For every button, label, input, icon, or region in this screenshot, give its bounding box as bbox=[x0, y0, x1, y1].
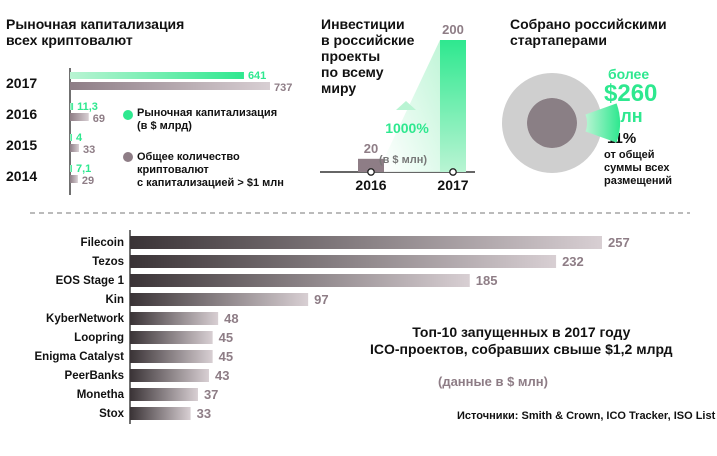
share-label-line3: размещений bbox=[604, 175, 672, 187]
growth-label: 1000% bbox=[385, 120, 429, 136]
legend-mauve-line3: с капитализацией > $1 млн bbox=[137, 177, 284, 189]
panel2-title-line2: в российские bbox=[321, 32, 415, 48]
ico-value-label: 97 bbox=[314, 292, 328, 307]
ico-project-label: Tezos bbox=[92, 256, 124, 268]
invest-axis-marker bbox=[449, 168, 457, 176]
coin-count-value-label: 69 bbox=[93, 113, 105, 125]
panel3-title: Собрано российскими стартаперами bbox=[510, 16, 667, 48]
legend-mauve: Общее количество криптовалют с капитализ… bbox=[137, 151, 284, 190]
ico-caption-line1: Топ-10 запущенных в 2017 году bbox=[412, 324, 631, 340]
ico-value-label: 33 bbox=[197, 406, 211, 421]
invest-value-label: 20 bbox=[364, 141, 378, 156]
coin-count-bar bbox=[70, 113, 89, 121]
ico-caption-line2: ICO-проектов, собравших свыше $1,2 млрд bbox=[370, 341, 673, 357]
legend-mauve-line1: Общее количество bbox=[137, 151, 240, 163]
ico-bar bbox=[130, 236, 602, 249]
share-label-line1: от общей bbox=[604, 149, 655, 161]
source-note: Источники: Smith & Crown, ICO Tracker, I… bbox=[457, 410, 716, 422]
ico-project-label: EOS Stage 1 bbox=[56, 275, 125, 287]
panel2-title-line1: Инвестиции bbox=[321, 16, 405, 32]
ico-unit-label: (данные в $ млн) bbox=[438, 374, 548, 389]
ico-project-label: Kin bbox=[105, 294, 124, 306]
ico-bar bbox=[130, 388, 198, 401]
market-cap-bar bbox=[70, 165, 72, 172]
ico-bar bbox=[130, 407, 191, 420]
ico-value-label: 257 bbox=[608, 235, 630, 250]
coin-count-value-label: 29 bbox=[82, 175, 94, 187]
coin-count-bar bbox=[70, 175, 78, 183]
ico-project-label: Loopring bbox=[74, 332, 124, 344]
ico-value-label: 43 bbox=[215, 368, 229, 383]
ico-value-label: 45 bbox=[219, 349, 233, 364]
ico-project-label: Monetha bbox=[77, 389, 125, 401]
ico-value-label: 232 bbox=[562, 254, 584, 269]
ico-project-label: KyberNetwork bbox=[46, 313, 125, 325]
ico-value-label: 37 bbox=[204, 387, 218, 402]
panel3-title-line2: стартаперами bbox=[510, 32, 607, 48]
panel2-title-line3: проекты bbox=[321, 48, 381, 64]
coin-count-bar bbox=[70, 144, 79, 152]
market-cap-value-label: 4 bbox=[76, 132, 83, 144]
coin-count-bar bbox=[70, 82, 270, 90]
market-cap-year-label: 2015 bbox=[6, 137, 37, 153]
invest-unit-label: (в $ млн) bbox=[379, 154, 427, 166]
market-cap-bar bbox=[70, 103, 74, 110]
legend-green-marker bbox=[123, 110, 133, 120]
ico-value-label: 45 bbox=[219, 330, 233, 345]
ico-bar bbox=[130, 274, 470, 287]
panel1-title-line2: всех криптовалют bbox=[6, 32, 133, 48]
share-label: от общей суммы всех размещений bbox=[604, 149, 672, 188]
invest-bar bbox=[440, 40, 466, 172]
legend-green-line2: (в $ млрд) bbox=[137, 120, 192, 132]
market-cap-year-label: 2014 bbox=[6, 168, 37, 184]
invest-year-label: 2017 bbox=[437, 177, 468, 193]
ico-bar bbox=[130, 293, 309, 306]
ico-bar bbox=[130, 312, 219, 325]
ico-project-label: PeerBanks bbox=[65, 370, 124, 382]
legend-green-line1: Рыночная капитализация bbox=[137, 107, 278, 119]
legend-mauve-marker bbox=[123, 152, 133, 162]
market-cap-value-label: 641 bbox=[248, 70, 266, 82]
market-cap-value-label: 11,3 bbox=[77, 101, 98, 113]
market-cap-value-label: 7,1 bbox=[76, 163, 91, 175]
invest-axis-marker bbox=[367, 168, 375, 176]
market-cap-year-label: 2016 bbox=[6, 106, 37, 122]
ico-bar bbox=[130, 350, 213, 363]
ico-project-label: Filecoin bbox=[81, 237, 124, 249]
ico-value-label: 48 bbox=[224, 311, 238, 326]
ico-bar bbox=[130, 255, 557, 268]
ico-caption: Топ-10 запущенных в 2017 году ICO-проект… bbox=[370, 324, 673, 358]
coin-count-value-label: 33 bbox=[83, 144, 95, 156]
pie-center bbox=[527, 98, 577, 148]
panel1-title: Рыночная капитализация всех криптовалют bbox=[6, 16, 184, 48]
amount-prefix: более bbox=[608, 66, 650, 82]
ico-bar bbox=[130, 331, 213, 344]
growth-arrow-icon bbox=[396, 101, 416, 110]
market-cap-bar bbox=[70, 134, 72, 141]
panel1-title-line1: Рыночная капитализация bbox=[6, 16, 185, 32]
ico-project-label: Enigma Catalyst bbox=[35, 351, 125, 363]
ico-value-label: 185 bbox=[476, 273, 498, 288]
panel3-title-line1: Собрано российскими bbox=[510, 16, 667, 32]
pie-slice bbox=[585, 103, 620, 143]
market-cap-year-label: 2017 bbox=[6, 75, 37, 91]
growth-cone bbox=[384, 40, 440, 172]
panel2-title: Инвестиции в российские проекты по всему… bbox=[321, 16, 414, 96]
ico-project-label: Stox bbox=[99, 408, 125, 420]
panel2-title-line5: миру bbox=[321, 80, 357, 96]
legend-green: Рыночная капитализация (в $ млрд) bbox=[137, 107, 277, 133]
ico-bar bbox=[130, 369, 209, 382]
invest-value-label: 200 bbox=[442, 22, 464, 37]
coin-count-value-label: 737 bbox=[274, 82, 292, 94]
legend-mauve-line2: криптовалют bbox=[137, 164, 209, 176]
amount-value: $260 bbox=[604, 80, 658, 107]
invest-bar bbox=[358, 158, 384, 172]
panel2-title-line4: по всему bbox=[321, 64, 384, 80]
market-cap-bar bbox=[70, 72, 244, 79]
share-label-line2: суммы всех bbox=[604, 162, 670, 174]
invest-year-label: 2016 bbox=[355, 177, 386, 193]
